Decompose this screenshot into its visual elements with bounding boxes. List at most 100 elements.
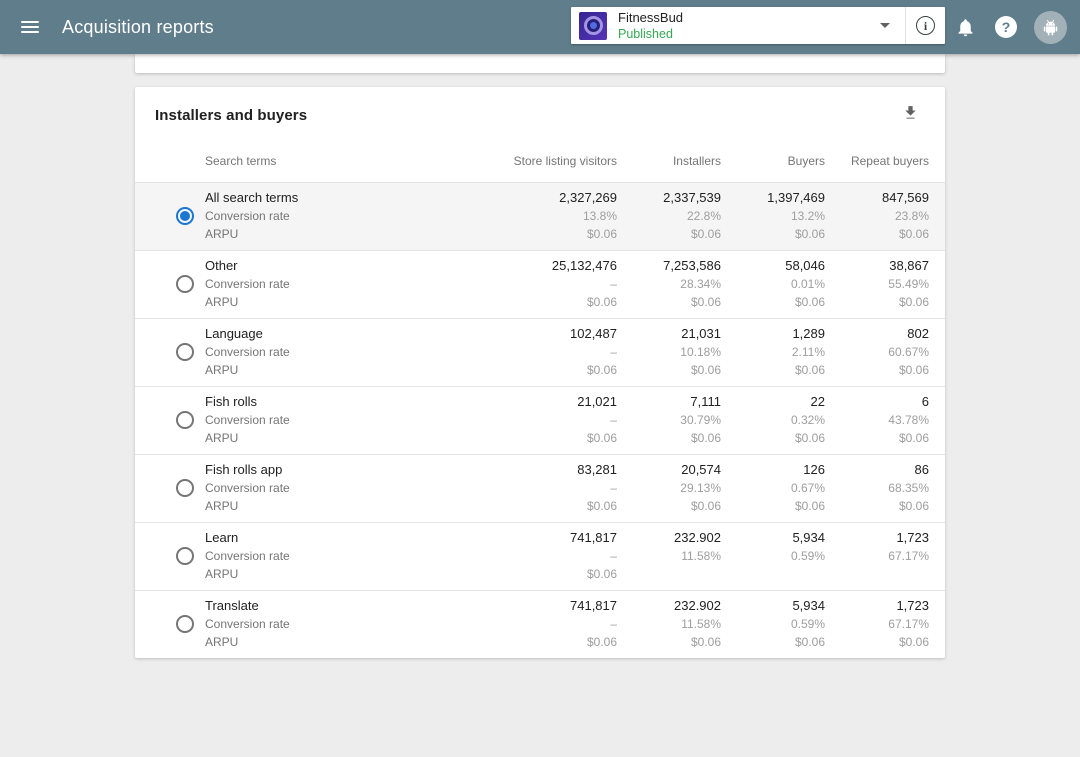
row-radio-button[interactable] [176, 275, 194, 293]
column-header-search-terms: Search terms [205, 154, 277, 168]
column-header-installers: Installers [672, 154, 721, 168]
installers-value: 232.902 [674, 598, 721, 613]
radio-cell [135, 183, 205, 251]
buyers-cell: 58,046 0.01% $0.06 [721, 251, 825, 319]
avatar[interactable] [1034, 10, 1067, 44]
arpu-label: ARPU [205, 635, 239, 649]
repeat-buyers-cell: 1,723 67.17% [825, 523, 945, 591]
radio-cell [135, 455, 205, 523]
divider [905, 7, 906, 44]
buyers-cell: 1,397,469 13.2% $0.06 [721, 183, 825, 251]
installers-cell: 7,111 30.79% $0.06 [617, 387, 721, 455]
buyers-cell: 5,934 0.59% [721, 523, 825, 591]
visitors-conversion: – [610, 413, 617, 427]
column-header-store-listing-visitors: Store listing visitors [513, 154, 617, 168]
radio-cell [135, 387, 205, 455]
repeat-buyers-cell: 86 68.35% $0.06 [825, 455, 945, 523]
info-icon: i [916, 16, 935, 35]
repeat-buyers-conversion: 67.17% [888, 549, 929, 563]
table-row: All search terms Conversion rate ARPU 2,… [135, 182, 945, 251]
radio-cell [135, 523, 205, 591]
store-listing-visitors-cell: 83,281 – $0.06 [513, 455, 617, 523]
visitors-arpu: $0.06 [586, 431, 617, 445]
store-listing-visitors-cell: 741,817 – $0.06 [513, 523, 617, 591]
radio-cell [135, 591, 205, 659]
repeat-buyers-cell: 38,867 55.49% $0.06 [825, 251, 945, 319]
card-header: Installers and buyers [135, 87, 945, 143]
repeat-buyers-cell: 1,723 67.17% $0.06 [825, 591, 945, 659]
buyers-arpu: $0.06 [794, 499, 825, 513]
search-terms-table: Search terms Store listing visitors Inst… [135, 143, 945, 658]
repeat-buyers-conversion: 68.35% [888, 481, 929, 495]
app-selector[interactable]: FitnessBud Published i [571, 7, 945, 44]
repeat-buyers-value: 802 [907, 326, 929, 341]
page-title: Acquisition reports [62, 16, 214, 37]
buyers-conversion: 0.32% [790, 413, 825, 427]
repeat-buyers-arpu: $0.06 [898, 431, 929, 445]
search-term-label: Learn [205, 530, 239, 545]
visitors-conversion: – [610, 345, 617, 359]
table-row: Other Conversion rate ARPU 25,132,476 – … [135, 250, 945, 319]
app-icon [579, 11, 607, 40]
row-radio-button[interactable] [176, 479, 194, 497]
buyers-value: 22 [810, 394, 825, 409]
installers-cell: 20,574 29.13% $0.06 [617, 455, 721, 523]
menu-icon[interactable] [21, 18, 39, 36]
store-listing-visitors-cell: 25,132,476 – $0.06 [513, 251, 617, 319]
arpu-label: ARPU [205, 363, 239, 377]
buyers-value: 1,397,469 [767, 190, 825, 205]
row-radio-button[interactable] [176, 547, 194, 565]
buyers-arpu: $0.06 [794, 431, 825, 445]
repeat-buyers-conversion: 55.49% [888, 277, 929, 291]
column-header-buyers: Buyers [787, 154, 825, 168]
row-radio-button[interactable] [176, 343, 194, 361]
previous-card-bottom-edge [135, 54, 945, 73]
repeat-buyers-arpu: $0.06 [898, 635, 929, 649]
buyers-value: 1,289 [792, 326, 825, 341]
conversion-rate-label: Conversion rate [205, 413, 290, 427]
help-button[interactable]: ? [995, 16, 1017, 38]
visitors-conversion: – [610, 277, 617, 291]
repeat-buyers-conversion: 43.78% [888, 413, 929, 427]
notifications-button[interactable] [955, 17, 976, 38]
installers-value: 7,253,586 [663, 258, 721, 273]
installers-arpu: $0.06 [690, 499, 721, 513]
installers-arpu: $0.06 [690, 295, 721, 309]
help-icon: ? [1001, 19, 1011, 35]
installers-arpu: $0.06 [690, 635, 721, 649]
visitors-arpu: $0.06 [586, 567, 617, 581]
radio-column-spacer [135, 143, 205, 183]
download-button[interactable] [899, 101, 922, 129]
row-radio-button[interactable] [176, 615, 194, 633]
buyers-value: 58,046 [785, 258, 825, 273]
installers-cell: 7,253,586 28.34% $0.06 [617, 251, 721, 319]
table-row: Fish rolls Conversion rate ARPU 21,021 –… [135, 386, 945, 455]
installers-arpu [617, 565, 721, 583]
installers-conversion: 30.79% [680, 413, 721, 427]
installers-value: 20,574 [681, 462, 721, 477]
card-title: Installers and buyers [155, 106, 308, 124]
visitors-conversion: – [610, 481, 617, 495]
download-icon [905, 106, 916, 119]
table-row: Learn Conversion rate ARPU 741,817 – $0.… [135, 522, 945, 591]
visitors-value: 2,327,269 [559, 190, 617, 205]
appbar: Acquisition reports FitnessBud Published… [0, 0, 1080, 54]
installers-conversion: 28.34% [680, 277, 721, 291]
installers-cell: 2,337,539 22.8% $0.06 [617, 183, 721, 251]
installers-arpu: $0.06 [690, 363, 721, 377]
buyers-conversion: 0.01% [790, 277, 825, 291]
repeat-buyers-conversion: 60.67% [888, 345, 929, 359]
buyers-arpu: $0.06 [794, 635, 825, 649]
visitors-value: 741,817 [570, 530, 617, 545]
visitors-arpu: $0.06 [586, 499, 617, 513]
info-button[interactable]: i [906, 7, 945, 44]
repeat-buyers-value: 1,723 [896, 598, 929, 613]
repeat-buyers-value: 6 [921, 394, 929, 409]
buyers-conversion: 2.11% [791, 345, 825, 359]
buyers-conversion: 13.2% [790, 209, 825, 223]
conversion-rate-label: Conversion rate [205, 277, 290, 291]
row-radio-button[interactable] [176, 207, 194, 225]
row-radio-button[interactable] [176, 411, 194, 429]
search-term-label: Fish rolls app [205, 462, 283, 477]
search-term-label: All search terms [205, 190, 299, 205]
